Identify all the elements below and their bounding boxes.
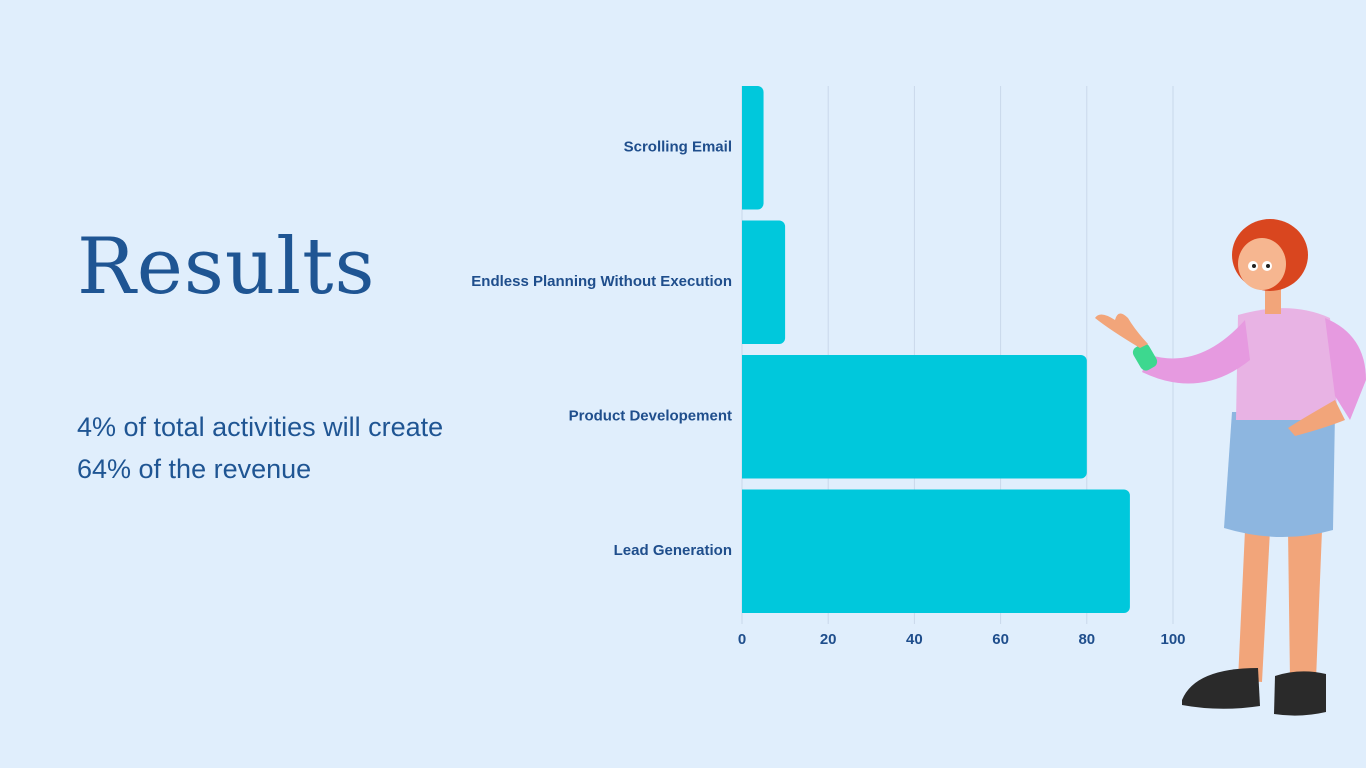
bar	[742, 220, 786, 344]
plot: 0 20 40 60 80 100 Scrolling Email Endless Plann…	[471, 86, 1186, 648]
y-tick-label: Scrolling Email	[624, 139, 732, 156]
y-tick-label: Endless Planning Without Execution	[471, 273, 732, 290]
x-tick-label: 80	[1078, 631, 1095, 648]
x-tick-label: 40	[906, 631, 923, 648]
x-tick-label: 20	[820, 631, 837, 648]
bar	[742, 489, 1130, 613]
bar	[742, 355, 1087, 479]
bar	[742, 86, 764, 210]
illustration	[1095, 219, 1366, 716]
slide-title: Results	[77, 222, 376, 312]
y-tick-label: Lead Generation	[614, 542, 732, 559]
x-tick-label: 60	[992, 631, 1009, 648]
x-tick-label: 100	[1160, 631, 1185, 648]
y-tick-label: Product Developement	[569, 408, 732, 425]
slide-subtitle: 4% of total activities will create 64% o…	[77, 412, 444, 484]
x-tick-label: 0	[738, 631, 746, 648]
